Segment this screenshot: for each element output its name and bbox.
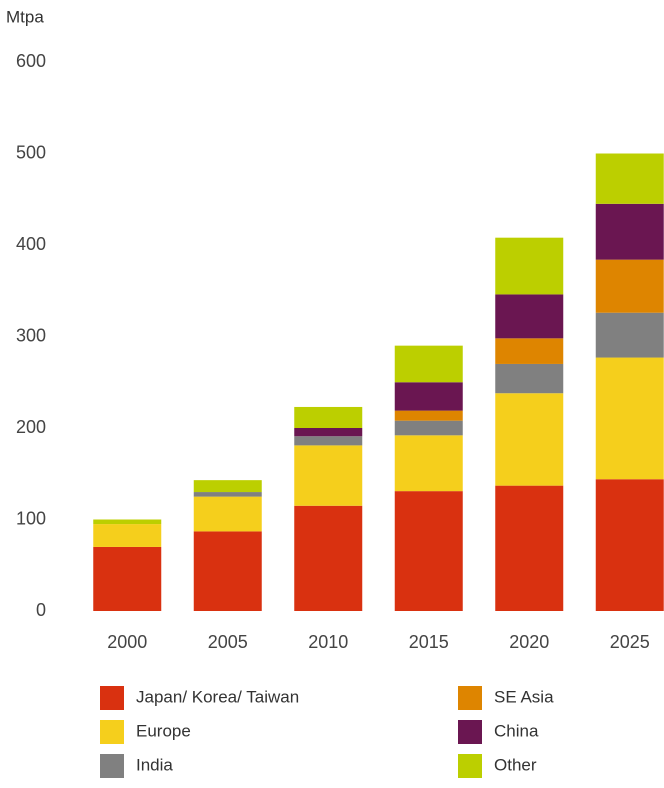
legend-swatch bbox=[458, 720, 482, 744]
y-tick-label: 500 bbox=[16, 142, 46, 162]
x-tick-label: 2000 bbox=[107, 632, 147, 652]
bar-segment bbox=[93, 524, 162, 547]
y-tick-label: 200 bbox=[16, 417, 46, 437]
bar-segment bbox=[495, 237, 564, 295]
legend-label: Other bbox=[494, 755, 537, 774]
bar-segment bbox=[495, 338, 564, 364]
x-tick-label: 2020 bbox=[509, 632, 549, 652]
legend-label: China bbox=[494, 721, 539, 740]
bar-segment bbox=[595, 357, 664, 480]
bar-segment bbox=[394, 435, 463, 492]
x-tick-label: 2025 bbox=[610, 632, 650, 652]
bar-segment bbox=[595, 312, 664, 358]
legend-label: SE Asia bbox=[494, 687, 554, 706]
bar-segment bbox=[394, 382, 463, 411]
bar-segment bbox=[294, 428, 363, 437]
y-tick-label: 600 bbox=[16, 51, 46, 71]
y-tick-label: 300 bbox=[16, 325, 46, 345]
y-tick-label: 400 bbox=[16, 234, 46, 254]
bar-segment bbox=[495, 485, 564, 611]
y-tick-label: 0 bbox=[36, 600, 46, 620]
bar-segment bbox=[495, 363, 564, 394]
x-tick-label: 2005 bbox=[208, 632, 248, 652]
x-tick-label: 2015 bbox=[409, 632, 449, 652]
legend-swatch bbox=[100, 754, 124, 778]
bar-segment bbox=[595, 153, 664, 204]
x-tick-label: 2010 bbox=[308, 632, 348, 652]
bar-segment bbox=[495, 294, 564, 339]
bar-segment bbox=[394, 491, 463, 611]
bar-segment bbox=[394, 410, 463, 421]
bar-segment bbox=[294, 505, 363, 611]
bar-segment bbox=[193, 531, 262, 611]
bar-segment bbox=[93, 546, 162, 611]
bar-segment bbox=[394, 345, 463, 383]
y-axis-label: Mtpa bbox=[6, 7, 44, 26]
bar-segment bbox=[193, 492, 262, 497]
y-tick-label: 100 bbox=[16, 508, 46, 528]
bar-segment bbox=[595, 203, 664, 260]
bar-segment bbox=[294, 445, 363, 506]
legend-label: India bbox=[136, 755, 173, 774]
bar-segment bbox=[294, 436, 363, 446]
legend-label: Europe bbox=[136, 721, 191, 740]
bar-segment bbox=[394, 420, 463, 436]
legend-swatch bbox=[100, 720, 124, 744]
legend-swatch bbox=[458, 686, 482, 710]
bar-segment bbox=[193, 496, 262, 532]
bar-segment bbox=[294, 406, 363, 428]
legend-label: Japan/ Korea/ Taiwan bbox=[136, 687, 299, 706]
bar-segment bbox=[595, 259, 664, 313]
bar-segment bbox=[193, 480, 262, 493]
bar-segment bbox=[495, 393, 564, 486]
bar-segment bbox=[595, 479, 664, 611]
legend-swatch bbox=[458, 754, 482, 778]
legend-swatch bbox=[100, 686, 124, 710]
bar-segment bbox=[93, 519, 162, 525]
